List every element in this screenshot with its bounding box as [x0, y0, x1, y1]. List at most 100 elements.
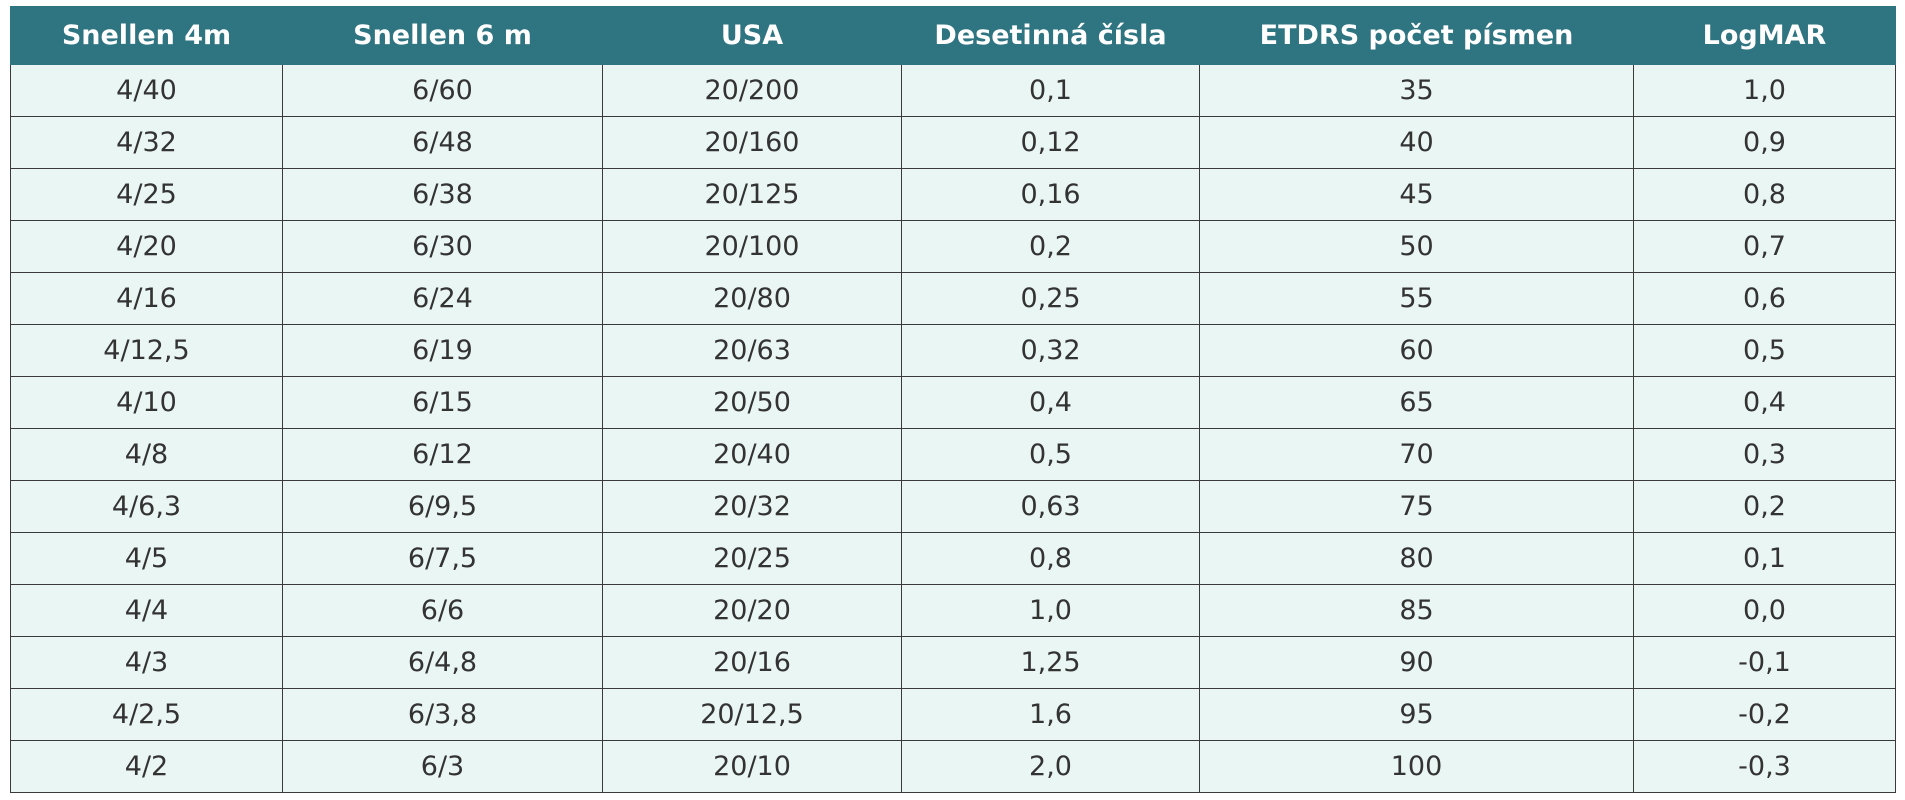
table-cell: 0,3: [1633, 428, 1896, 481]
table-cell: 1,0: [1633, 64, 1896, 117]
table-cell: 6/30: [282, 220, 603, 273]
table-cell: 0,7: [1633, 220, 1896, 273]
table-cell: 0,2: [901, 220, 1200, 273]
table-cell: 0,5: [901, 428, 1200, 481]
table-body: 4/40 6/60 20/200 0,1 35 1,0 4/32 6/48 20/160 0,12…: [10, 64, 1896, 793]
table-cell: 4/16: [10, 272, 283, 325]
table-cell: 0,25: [901, 272, 1200, 325]
table-cell: 40: [1199, 116, 1634, 169]
table-row: 4/3 6/4,8 20/16 1,25 90 -0,1: [10, 636, 1896, 689]
table-row: 4/8 6/12 20/40 0,5 70 0,3: [10, 428, 1896, 481]
table-cell: 4/25: [10, 168, 283, 221]
table-cell: 0,6: [1633, 272, 1896, 325]
table-cell: 0,8: [1633, 168, 1896, 221]
table-cell: 6/7,5: [282, 532, 603, 585]
table-cell: 6/38: [282, 168, 603, 221]
table-cell: 0,16: [901, 168, 1200, 221]
table-cell: 0,8: [901, 532, 1200, 585]
table-cell: 6/24: [282, 272, 603, 325]
table-cell: 45: [1199, 168, 1634, 221]
table-cell: 4/10: [10, 376, 283, 429]
table-cell: 0,2: [1633, 480, 1896, 533]
table-cell: 0,63: [901, 480, 1200, 533]
table-cell: 6/15: [282, 376, 603, 429]
header-cell: Snellen 6 m: [282, 6, 603, 65]
table-cell: 20/50: [602, 376, 902, 429]
table-cell: 4/12,5: [10, 324, 283, 377]
table-cell: 4/5: [10, 532, 283, 585]
header-cell: USA: [602, 6, 902, 65]
table-cell: 6/12: [282, 428, 603, 481]
table-row: 4/4 6/6 20/20 1,0 85 0,0: [10, 584, 1896, 637]
table-cell: 0,1: [901, 64, 1200, 117]
table-cell: 1,0: [901, 584, 1200, 637]
table-cell: 2,0: [901, 740, 1200, 793]
table-row: 4/25 6/38 20/125 0,16 45 0,8: [10, 168, 1896, 221]
table-cell: 1,6: [901, 688, 1200, 741]
header-cell: LogMAR: [1633, 6, 1896, 65]
table-cell: 20/32: [602, 480, 902, 533]
header-cell: Snellen 4m: [10, 6, 283, 65]
header-cell: ETDRS počet písmen: [1199, 6, 1634, 65]
table-cell: 35: [1199, 64, 1634, 117]
table-cell: 6/6: [282, 584, 603, 637]
table-cell: 20/160: [602, 116, 902, 169]
table-cell: 20/125: [602, 168, 902, 221]
table-cell: -0,2: [1633, 688, 1896, 741]
table-row: 4/6,3 6/9,5 20/32 0,63 75 0,2: [10, 480, 1896, 533]
table-row: 4/40 6/60 20/200 0,1 35 1,0: [10, 64, 1896, 117]
table-cell: 20/63: [602, 324, 902, 377]
table-cell: 4/8: [10, 428, 283, 481]
header-cell: Desetinná čísla: [901, 6, 1200, 65]
table-cell: 4/20: [10, 220, 283, 273]
table-cell: 20/10: [602, 740, 902, 793]
table-container: Snellen 4m Snellen 6 m USA Desetinná čísla E…: [10, 6, 1896, 793]
table-cell: -0,1: [1633, 636, 1896, 689]
table-cell: 85: [1199, 584, 1634, 637]
table-row: 4/5 6/7,5 20/25 0,8 80 0,1: [10, 532, 1896, 585]
table-row: 4/20 6/30 20/100 0,2 50 0,7: [10, 220, 1896, 273]
table-cell: 55: [1199, 272, 1634, 325]
table-cell: 4/6,3: [10, 480, 283, 533]
table-cell: 4/32: [10, 116, 283, 169]
table-cell: 20/100: [602, 220, 902, 273]
table-cell: 0,32: [901, 324, 1200, 377]
table-cell: 0,5: [1633, 324, 1896, 377]
table-cell: 6/3: [282, 740, 603, 793]
table-cell: 0,4: [1633, 376, 1896, 429]
table-cell: 95: [1199, 688, 1634, 741]
table-cell: 0,1: [1633, 532, 1896, 585]
table-cell: 20/16: [602, 636, 902, 689]
table-cell: 20/25: [602, 532, 902, 585]
table-cell: 6/9,5: [282, 480, 603, 533]
table-cell: 20/200: [602, 64, 902, 117]
table-cell: 4/2,5: [10, 688, 283, 741]
header-row: Snellen 4m Snellen 6 m USA Desetinná čísla E…: [10, 6, 1896, 65]
table-cell: 4/40: [10, 64, 283, 117]
table-cell: 6/3,8: [282, 688, 603, 741]
table-cell: 0,12: [901, 116, 1200, 169]
table-cell: 4/3: [10, 636, 283, 689]
table-cell: 80: [1199, 532, 1634, 585]
table-cell: 20/80: [602, 272, 902, 325]
table-cell: 50: [1199, 220, 1634, 273]
table-cell: -0,3: [1633, 740, 1896, 793]
table-cell: 100: [1199, 740, 1634, 793]
table-row: 4/2 6/3 20/10 2,0 100 -0,3: [10, 740, 1896, 793]
table-cell: 6/60: [282, 64, 603, 117]
table-cell: 65: [1199, 376, 1634, 429]
table-cell: 90: [1199, 636, 1634, 689]
table-cell: 60: [1199, 324, 1634, 377]
table-cell: 75: [1199, 480, 1634, 533]
table-cell: 6/19: [282, 324, 603, 377]
table-cell: 70: [1199, 428, 1634, 481]
table-cell: 0,4: [901, 376, 1200, 429]
table-cell: 0,0: [1633, 584, 1896, 637]
table-row: 4/16 6/24 20/80 0,25 55 0,6: [10, 272, 1896, 325]
conversion-table: Snellen 4m Snellen 6 m USA Desetinná čísla E…: [10, 6, 1896, 793]
table-cell: 6/4,8: [282, 636, 603, 689]
table-cell: 1,25: [901, 636, 1200, 689]
table-cell: 20/20: [602, 584, 902, 637]
table-row: 4/32 6/48 20/160 0,12 40 0,9: [10, 116, 1896, 169]
